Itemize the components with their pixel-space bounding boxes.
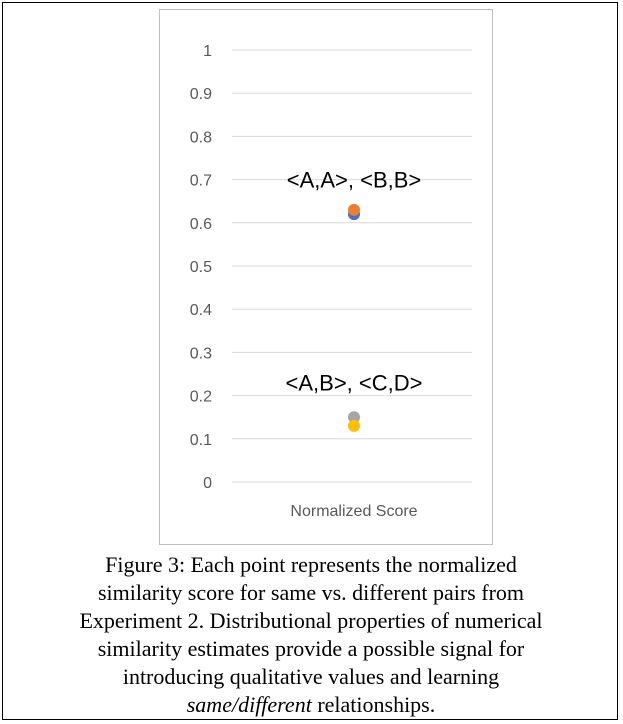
y-tick-label: 0.7 [190,173,212,190]
y-tick-label: 0.5 [190,259,212,276]
y-tick-label: 0.4 [190,302,212,319]
annotations: <A,A>, <B,B> <A,B>, <C,D> [286,168,423,396]
y-tick-label: 0.9 [190,86,212,103]
y-tick-label: 1 [203,43,212,60]
caption-line: introducing qualitative values and learn… [122,664,500,689]
data-point [348,203,360,216]
caption-emphasis: same/different [186,692,312,717]
y-tick-label: 0.6 [190,216,212,233]
caption-line: same/different relationships. [13,691,609,719]
caption-text: relationships. [311,692,436,717]
figure-caption: Figure 3: Each point represents the norm… [13,551,609,719]
data-points [348,203,360,432]
x-category-label: Normalized Score [290,503,417,520]
caption-line: similarity estimates provide a possible … [97,636,525,661]
caption-line: Experiment 2. Distributional properties … [79,608,543,633]
y-tick-label: 0 [203,475,212,492]
y-tick-label: 0.8 [190,129,212,146]
point-annotation: <A,A>, <B,B> [287,168,422,193]
y-tick-label: 0.1 [190,432,212,449]
caption-line: Figure 3: Each point represents the norm… [105,552,517,577]
chart-area: 0 0.1 0.2 0.3 0.4 0.5 0.6 0.7 0.8 0.9 1 <A,A>, <B,… [159,9,493,545]
y-tick-label: 0.3 [190,345,212,362]
data-point [348,411,360,424]
caption-line: similarity score for same vs. different … [97,580,525,605]
data-point [348,419,360,432]
y-tick-label: 0.2 [190,389,212,406]
grid-lines [232,49,472,483]
chart-svg: 0 0.1 0.2 0.3 0.4 0.5 0.6 0.7 0.8 0.9 1 <A,A>, <B,… [190,43,472,520]
y-tick-labels: 0 0.1 0.2 0.3 0.4 0.5 0.6 0.7 0.8 0.9 1 [190,43,212,492]
point-annotation: <A,B>, <C,D> [286,371,423,396]
